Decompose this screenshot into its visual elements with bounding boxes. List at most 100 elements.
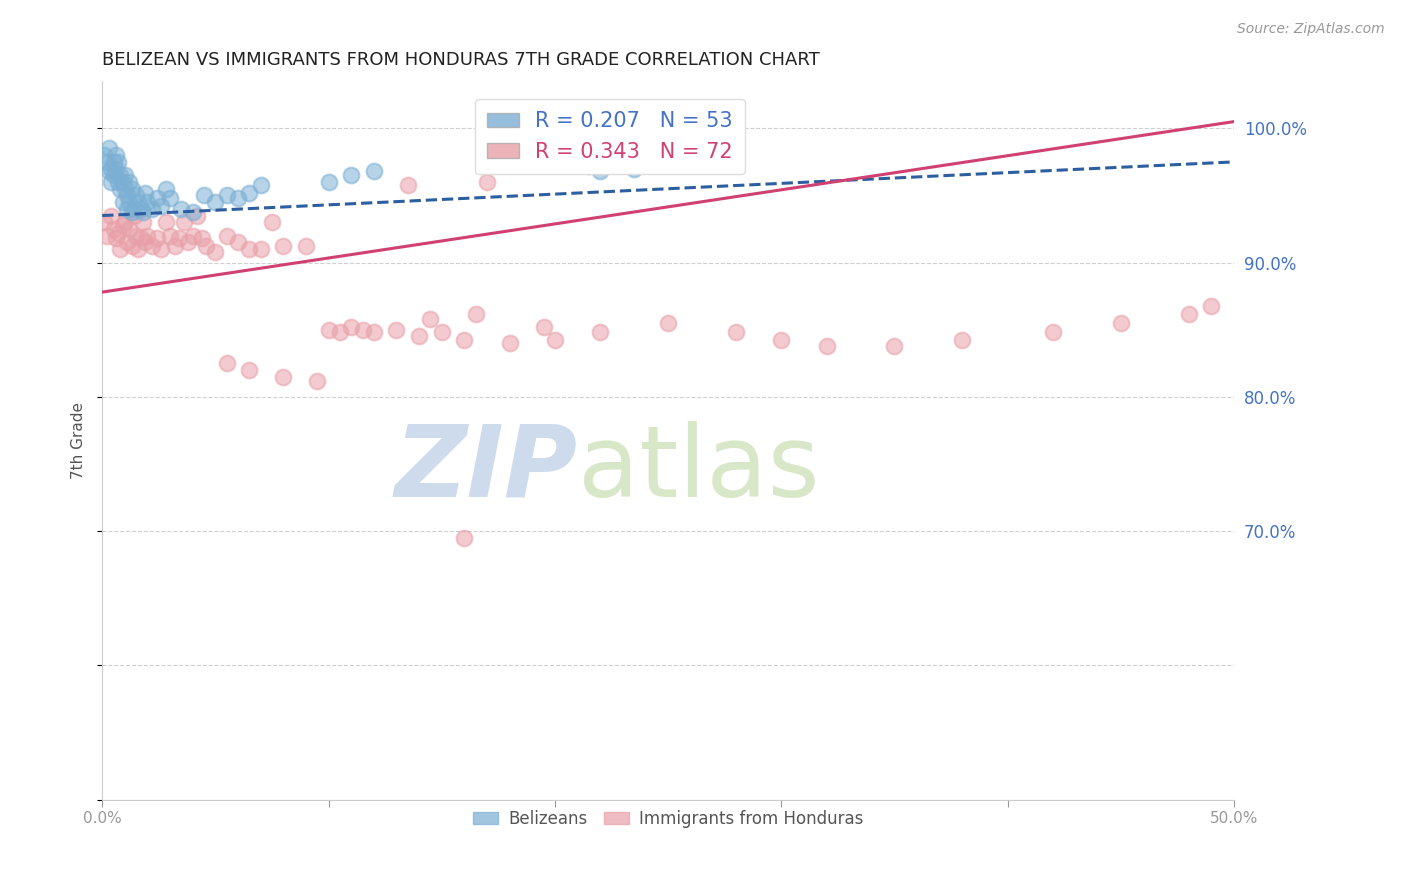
Point — [352, 323, 374, 337]
Text: ZIP: ZIP — [395, 421, 578, 517]
Point — [498, 336, 520, 351]
Point — [657, 316, 679, 330]
Point — [150, 199, 173, 213]
Point — [103, 222, 125, 236]
Point — [114, 215, 136, 229]
Point — [118, 195, 141, 210]
Point — [567, 154, 589, 169]
Point — [121, 204, 143, 219]
Point — [475, 175, 498, 189]
Point — [589, 326, 612, 340]
Point — [98, 164, 121, 178]
Point — [111, 195, 134, 210]
Point — [125, 228, 148, 243]
Point — [121, 239, 143, 253]
Point — [950, 334, 973, 348]
Point — [600, 151, 623, 165]
Point — [98, 141, 121, 155]
Point — [589, 164, 612, 178]
Point — [464, 307, 486, 321]
Point — [578, 159, 600, 173]
Y-axis label: 7th Grade: 7th Grade — [72, 402, 86, 479]
Point — [385, 323, 408, 337]
Point — [271, 369, 294, 384]
Point — [363, 164, 385, 178]
Point — [1042, 326, 1064, 340]
Point — [191, 231, 214, 245]
Point — [96, 228, 118, 243]
Point — [134, 186, 156, 200]
Point — [340, 169, 363, 183]
Point — [100, 161, 122, 176]
Point — [136, 228, 159, 243]
Point — [110, 182, 132, 196]
Point — [132, 215, 155, 229]
Point — [724, 326, 747, 340]
Point — [115, 202, 138, 216]
Point — [118, 175, 141, 189]
Point — [307, 374, 329, 388]
Point — [271, 239, 294, 253]
Point — [883, 339, 905, 353]
Point — [453, 334, 475, 348]
Point — [215, 356, 238, 370]
Point — [612, 154, 634, 169]
Point — [340, 320, 363, 334]
Legend: Belizeans, Immigrants from Honduras: Belizeans, Immigrants from Honduras — [467, 803, 870, 834]
Point — [181, 204, 204, 219]
Point — [770, 334, 793, 348]
Point — [204, 244, 226, 259]
Point — [110, 242, 132, 256]
Point — [204, 195, 226, 210]
Text: atlas: atlas — [578, 421, 820, 517]
Point — [173, 215, 195, 229]
Point — [122, 209, 145, 223]
Point — [114, 182, 136, 196]
Point — [318, 175, 340, 189]
Point — [159, 228, 181, 243]
Point — [145, 231, 167, 245]
Point — [107, 154, 129, 169]
Point — [215, 228, 238, 243]
Point — [249, 178, 271, 192]
Point — [318, 323, 340, 337]
Point — [396, 178, 419, 192]
Point — [155, 215, 177, 229]
Point — [134, 235, 156, 250]
Point — [186, 209, 208, 223]
Point — [100, 175, 122, 189]
Point — [329, 326, 352, 340]
Point — [141, 202, 163, 216]
Point — [295, 239, 318, 253]
Point — [623, 161, 645, 176]
Point — [533, 320, 555, 334]
Text: Source: ZipAtlas.com: Source: ZipAtlas.com — [1237, 22, 1385, 37]
Point — [121, 182, 143, 196]
Point — [110, 169, 132, 183]
Point — [104, 148, 127, 162]
Point — [122, 202, 145, 216]
Point — [159, 191, 181, 205]
Point — [136, 195, 159, 210]
Point — [181, 228, 204, 243]
Point — [195, 239, 218, 253]
Point — [408, 329, 430, 343]
Point — [100, 209, 122, 223]
Point — [115, 235, 138, 250]
Point — [111, 218, 134, 232]
Point — [419, 312, 441, 326]
Point — [1109, 316, 1132, 330]
Point — [150, 242, 173, 256]
Point — [544, 334, 567, 348]
Point — [125, 188, 148, 202]
Point — [118, 222, 141, 236]
Point — [127, 242, 149, 256]
Point — [107, 175, 129, 189]
Point — [249, 242, 271, 256]
Point — [129, 231, 152, 245]
Point — [1177, 307, 1199, 321]
Point — [453, 531, 475, 545]
Point — [145, 191, 167, 205]
Point — [238, 186, 260, 200]
Point — [363, 326, 385, 340]
